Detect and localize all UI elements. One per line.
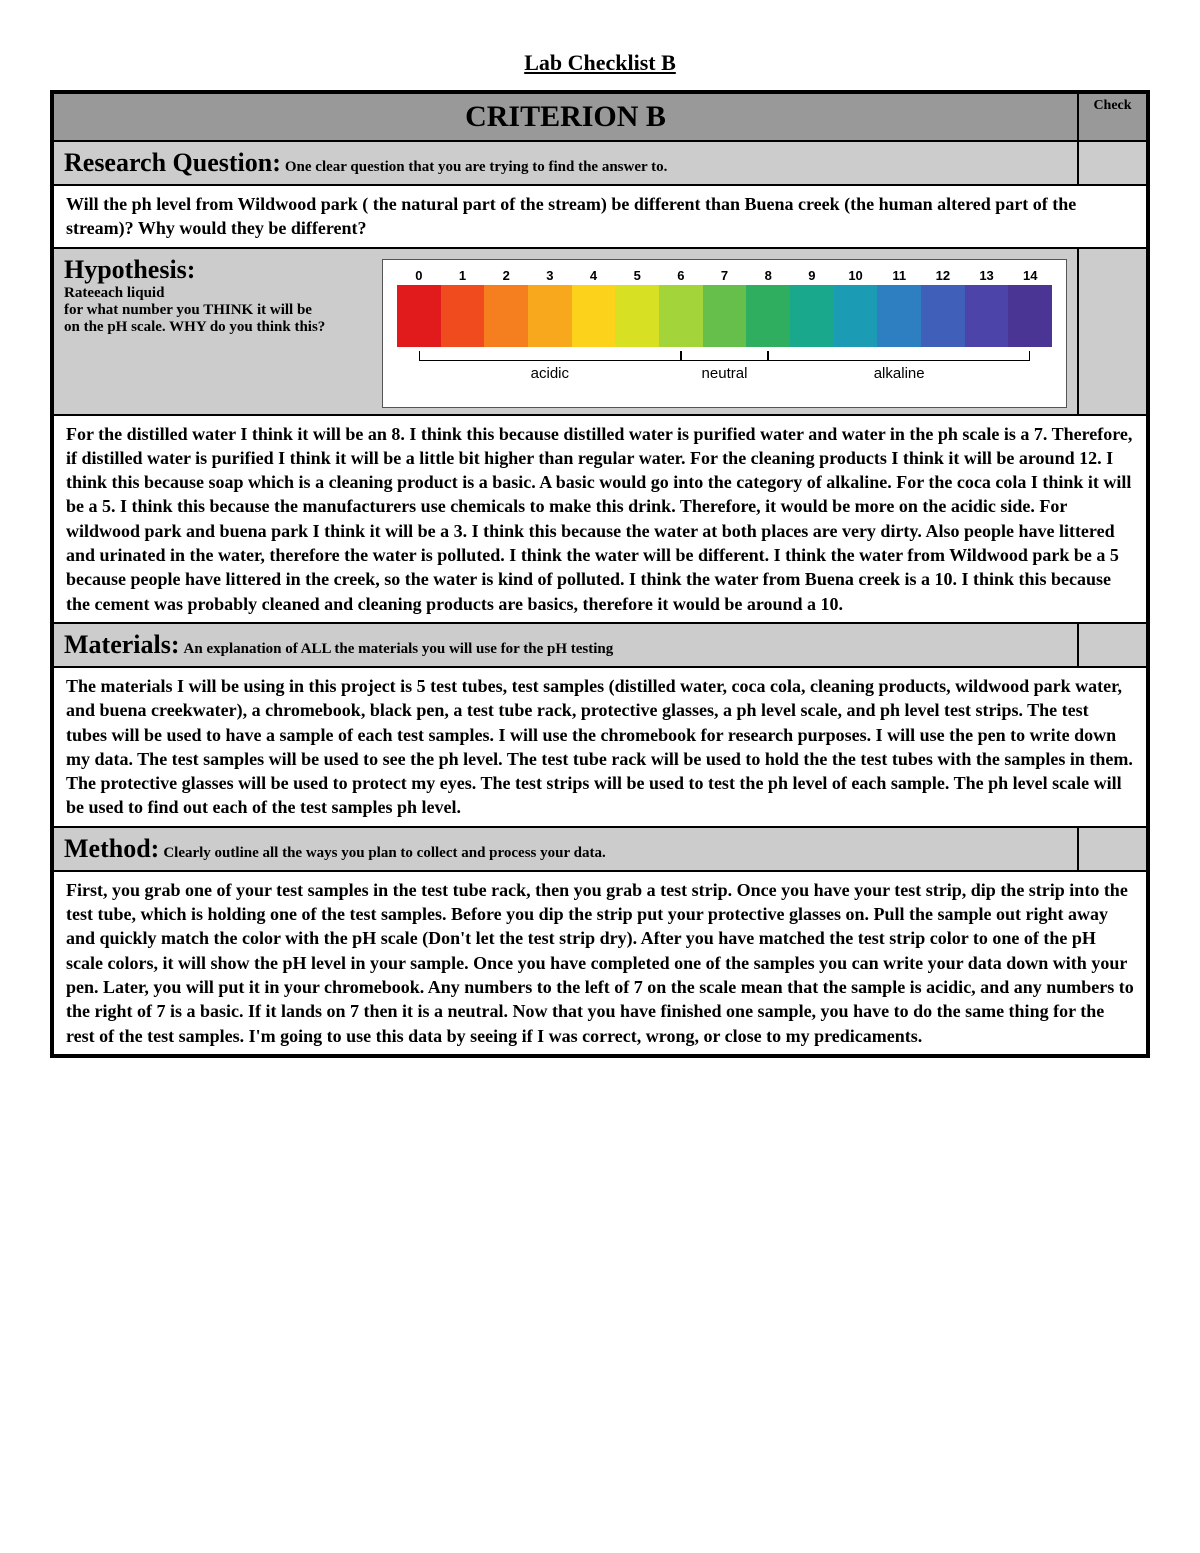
ph-number: 2: [484, 268, 528, 283]
hyp-sub2: for what number you THINK it will be: [64, 302, 364, 319]
ph-bar: [1008, 285, 1052, 347]
ph-number: 13: [965, 268, 1009, 283]
hyp-sub1: Rateeach liquid: [64, 285, 364, 302]
criterion-header: CRITERION B: [52, 92, 1078, 141]
ph-region-label: neutral: [681, 365, 768, 382]
ph-bar: [790, 285, 834, 347]
meth-sub: Clearly outline all the ways you plan to…: [163, 845, 605, 861]
rq-header: Research Question: One clear question th…: [52, 141, 1078, 185]
ph-number: 1: [441, 268, 485, 283]
meth-header: Method: Clearly outline all the ways you…: [52, 827, 1078, 871]
hyp-body: For the distilled water I think it will …: [52, 415, 1148, 623]
ph-bar: [441, 285, 485, 347]
mat-title: Materials:: [64, 630, 180, 659]
ph-bar: [528, 285, 572, 347]
hyp-header: Hypothesis: Rateeach liquid for what num…: [52, 248, 1078, 415]
ph-scale-chart: 01234567891011121314 acidicneutralalkali…: [382, 259, 1067, 408]
ph-number: 14: [1008, 268, 1052, 283]
rq-sub: One clear question that you are trying t…: [285, 159, 668, 175]
mat-check[interactable]: [1078, 623, 1148, 667]
ph-number: 3: [528, 268, 572, 283]
ph-bar: [834, 285, 878, 347]
rq-check[interactable]: [1078, 141, 1148, 185]
hyp-sub3: on the pH scale. WHY do you think this?: [64, 319, 364, 336]
ph-region-label: acidic: [419, 365, 681, 382]
ph-number: 11: [877, 268, 921, 283]
rq-body: Will the ph level from Wildwood park ( t…: [52, 185, 1148, 248]
hyp-check[interactable]: [1078, 248, 1148, 415]
ph-number: 6: [659, 268, 703, 283]
ph-number: 10: [834, 268, 878, 283]
mat-header: Materials: An explanation of ALL the mat…: [52, 623, 1078, 667]
meth-body: First, you grab one of your test samples…: [52, 871, 1148, 1056]
ph-number: 5: [615, 268, 659, 283]
ph-number: 12: [921, 268, 965, 283]
ph-bar: [703, 285, 747, 347]
ph-number: 7: [703, 268, 747, 283]
ph-bar: [572, 285, 616, 347]
check-header: Check: [1078, 92, 1148, 141]
rq-title: Research Question:: [64, 148, 281, 177]
hyp-title: Hypothesis:: [64, 255, 195, 284]
meth-check[interactable]: [1078, 827, 1148, 871]
criterion-table: CRITERION B Check Research Question: One…: [50, 90, 1150, 1058]
mat-sub: An explanation of ALL the materials you …: [184, 641, 614, 657]
ph-bar: [659, 285, 703, 347]
ph-bar: [877, 285, 921, 347]
ph-region-label: alkaline: [768, 365, 1030, 382]
ph-number: 8: [746, 268, 790, 283]
ph-bar: [484, 285, 528, 347]
doc-title: Lab Checklist B: [50, 50, 1150, 76]
ph-bar: [921, 285, 965, 347]
mat-body: The materials I will be using in this pr…: [52, 667, 1148, 827]
meth-title: Method:: [64, 834, 159, 863]
ph-number: 4: [572, 268, 616, 283]
ph-number: 0: [397, 268, 441, 283]
ph-bar: [615, 285, 659, 347]
ph-bar: [397, 285, 441, 347]
ph-bar: [965, 285, 1009, 347]
ph-number: 9: [790, 268, 834, 283]
ph-bar: [746, 285, 790, 347]
